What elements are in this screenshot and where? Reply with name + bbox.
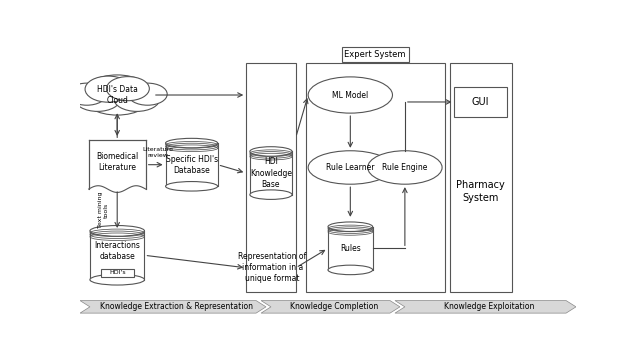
- Text: HDI
Knowledge
Base: HDI Knowledge Base: [250, 157, 292, 189]
- Text: Rule Learner: Rule Learner: [326, 163, 374, 172]
- Circle shape: [128, 83, 167, 105]
- Text: Expert System: Expert System: [344, 50, 406, 59]
- Ellipse shape: [367, 151, 442, 184]
- Bar: [454, 87, 507, 117]
- Text: Pharmacy
System: Pharmacy System: [456, 180, 505, 203]
- Ellipse shape: [90, 274, 145, 285]
- Ellipse shape: [250, 190, 292, 199]
- Bar: [250, 151, 292, 195]
- Text: HDI's Data
Cloud: HDI's Data Cloud: [97, 85, 138, 105]
- Polygon shape: [261, 300, 400, 313]
- Circle shape: [81, 75, 153, 115]
- Ellipse shape: [328, 265, 372, 275]
- Ellipse shape: [308, 77, 392, 113]
- Bar: [166, 143, 218, 186]
- Circle shape: [67, 83, 106, 105]
- Text: Specific HDI's
Database: Specific HDI's Database: [166, 155, 218, 175]
- Bar: [328, 227, 372, 270]
- Text: Knowledge Exploitation: Knowledge Exploitation: [444, 302, 534, 311]
- Bar: [89, 140, 146, 189]
- Ellipse shape: [328, 222, 372, 231]
- Polygon shape: [80, 300, 266, 313]
- Ellipse shape: [166, 181, 218, 191]
- Ellipse shape: [308, 151, 392, 184]
- Text: Text mining
tools: Text mining tools: [99, 192, 109, 228]
- Text: Knowledge Completion: Knowledge Completion: [290, 302, 378, 311]
- Text: Literature
review: Literature review: [143, 147, 173, 158]
- Bar: [246, 63, 296, 291]
- Circle shape: [74, 85, 121, 111]
- Circle shape: [106, 77, 149, 101]
- Text: Biomedical
Literature: Biomedical Literature: [96, 152, 138, 172]
- Text: ML Model: ML Model: [332, 90, 369, 100]
- Text: Interactions
database: Interactions database: [94, 241, 140, 261]
- Circle shape: [85, 76, 131, 102]
- Text: HDI's: HDI's: [109, 270, 125, 275]
- Circle shape: [114, 85, 160, 111]
- Ellipse shape: [250, 147, 292, 156]
- Bar: [90, 231, 145, 280]
- Text: Knowledge Extraction & Representation: Knowledge Extraction & Representation: [100, 302, 253, 311]
- Bar: [449, 63, 511, 291]
- Text: Representation of
information in a
unique format: Representation of information in a uniqu…: [238, 252, 307, 283]
- Ellipse shape: [166, 138, 218, 148]
- Bar: [101, 269, 134, 277]
- Text: Rules: Rules: [340, 244, 361, 253]
- Text: Rule Engine: Rule Engine: [382, 163, 428, 172]
- Ellipse shape: [90, 226, 145, 236]
- Text: GUI: GUI: [472, 97, 489, 107]
- Polygon shape: [395, 300, 576, 313]
- Bar: [306, 63, 445, 291]
